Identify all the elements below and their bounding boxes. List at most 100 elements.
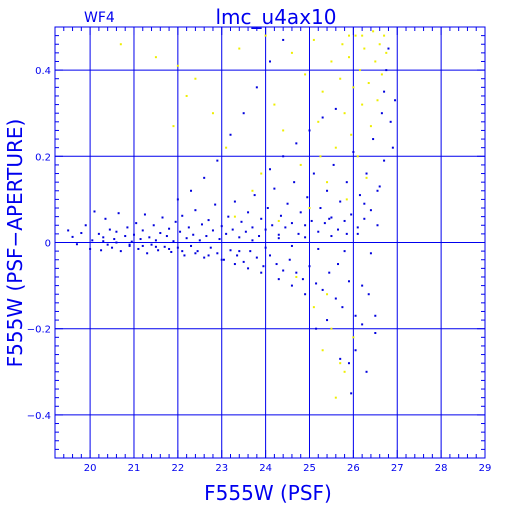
yellow-data-point — [119, 43, 122, 46]
yellow-data-point — [321, 349, 324, 352]
blue-data-point — [330, 216, 333, 219]
blue-data-point — [159, 232, 162, 235]
blue-data-point — [251, 226, 254, 229]
blue-data-point — [220, 258, 223, 261]
blue-data-point — [251, 239, 254, 242]
blue-data-point — [389, 120, 392, 123]
blue-data-point — [100, 249, 103, 252]
blue-data-point — [345, 181, 348, 184]
yellow-data-point — [233, 215, 236, 218]
blue-data-point — [91, 239, 94, 242]
blue-data-point — [383, 159, 386, 162]
blue-data-point — [225, 232, 228, 235]
blue-data-point — [343, 219, 346, 222]
blue-data-point — [295, 271, 298, 274]
blue-data-point — [102, 240, 105, 243]
y-tick-label: 0 — [45, 239, 51, 250]
blue-data-point — [190, 244, 193, 247]
yellow-data-point — [304, 73, 307, 76]
blue-data-point — [347, 362, 350, 365]
blue-data-point — [205, 235, 208, 238]
blue-data-point — [216, 159, 219, 162]
blue-data-point — [231, 228, 234, 231]
blue-data-point — [75, 243, 78, 246]
blue-data-point — [260, 271, 263, 274]
blue-data-point — [214, 203, 217, 206]
blue-data-point — [354, 349, 357, 352]
yellow-data-point — [251, 189, 254, 192]
blue-data-point — [264, 228, 267, 231]
blue-data-point — [168, 227, 171, 230]
yellow-data-point — [372, 30, 375, 33]
blue-data-point — [385, 69, 388, 72]
blue-data-point — [148, 236, 151, 239]
blue-data-point — [337, 263, 340, 266]
yellow-data-point — [343, 112, 346, 115]
blue-data-point — [290, 222, 293, 225]
blue-data-point — [361, 323, 364, 326]
grid-lines — [55, 27, 485, 458]
blue-data-point — [391, 146, 394, 149]
blue-data-point — [126, 226, 129, 229]
blue-data-point — [383, 90, 386, 93]
yellow-data-point — [339, 362, 342, 365]
blue-data-point — [269, 254, 271, 257]
blue-data-point — [337, 228, 340, 231]
blue-data-point — [356, 226, 359, 229]
x-tick-label: 20 — [84, 463, 97, 474]
blue-data-point — [255, 86, 258, 89]
blue-data-point — [67, 229, 70, 232]
blue-data-point — [242, 112, 245, 115]
blue-data-point — [376, 224, 379, 227]
blue-data-point — [304, 224, 307, 227]
blue-data-point — [277, 237, 280, 240]
blue-data-point — [128, 244, 131, 247]
blue-data-point — [187, 226, 190, 229]
blue-data-point — [190, 189, 193, 192]
blue-data-point — [244, 230, 247, 233]
plot-frame — [54, 26, 486, 459]
blue-data-point — [350, 213, 353, 216]
yellow-data-point — [374, 60, 377, 63]
yellow-data-point — [365, 176, 368, 179]
blue-data-point — [317, 230, 320, 233]
blue-data-point — [115, 241, 118, 244]
blue-data-point — [163, 245, 166, 248]
blue-data-point — [317, 247, 320, 250]
blue-data-point — [218, 238, 221, 241]
blue-data-point — [264, 246, 267, 249]
yellow-data-point — [339, 77, 342, 80]
yellow-data-point — [380, 73, 383, 76]
blue-data-point — [308, 265, 311, 268]
blue-data-point — [128, 243, 131, 246]
yellow-data-point — [352, 86, 355, 89]
yellow-data-point — [319, 155, 322, 158]
yellow-data-point — [369, 125, 372, 128]
blue-data-point — [334, 107, 337, 110]
blue-data-point — [209, 246, 212, 249]
blue-data-point — [102, 236, 105, 239]
blue-data-point — [345, 232, 348, 235]
blue-data-point — [260, 217, 263, 220]
yellow-data-point — [361, 34, 364, 37]
blue-data-point — [262, 265, 265, 268]
x-tick-label: 25 — [303, 463, 316, 474]
blue-data-point — [181, 214, 184, 217]
x-tick-label: 29 — [479, 463, 492, 474]
yellow-data-point — [312, 306, 315, 309]
yellow-data-point — [358, 69, 361, 72]
blue-data-point — [124, 235, 127, 238]
yellow-data-point — [334, 396, 337, 399]
yellow-data-point — [290, 51, 293, 54]
blue-data-point — [80, 232, 83, 235]
blue-data-point — [170, 250, 173, 253]
blue-data-point — [358, 194, 361, 197]
x-tick-label: 28 — [435, 463, 448, 474]
blue-data-point — [332, 163, 335, 166]
blue-data-point — [196, 250, 199, 253]
blue-data-point — [253, 194, 256, 197]
blue-data-point — [203, 256, 206, 259]
yellow-data-point — [282, 129, 285, 132]
yellow-data-point — [326, 181, 329, 184]
